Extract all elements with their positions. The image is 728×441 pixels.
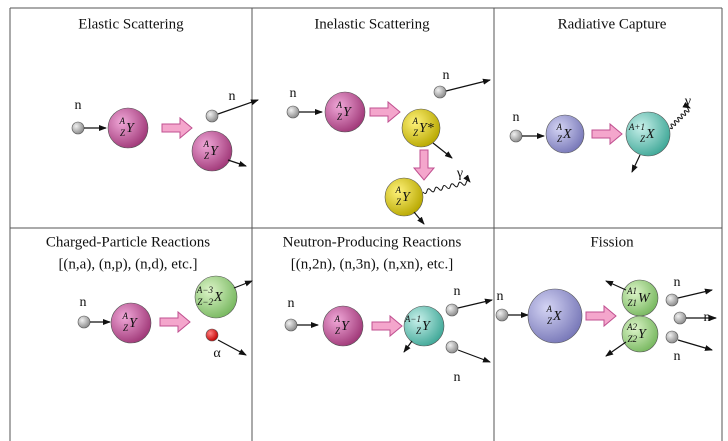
- particle: [446, 341, 458, 353]
- particle: [674, 312, 686, 324]
- element-symbol: X: [552, 309, 562, 324]
- reaction-arrow: [414, 150, 434, 180]
- label: n: [454, 370, 461, 385]
- particle: [285, 319, 297, 331]
- arrow: [414, 212, 424, 224]
- arrow: [632, 155, 640, 172]
- grid: [10, 8, 722, 441]
- particle: [206, 329, 218, 341]
- panel-title: Elastic Scattering: [78, 16, 184, 32]
- atomic-number: Z−2: [197, 297, 213, 307]
- mass-number: A: [546, 304, 553, 314]
- mass-number: A: [556, 122, 563, 132]
- arrow: [446, 80, 490, 91]
- mass-number: A: [122, 311, 129, 321]
- arrow: [606, 281, 626, 290]
- particle: [72, 122, 84, 134]
- label: n: [513, 110, 520, 125]
- reaction-arrow: [592, 124, 622, 144]
- arrow: [228, 160, 246, 166]
- label: n: [454, 284, 461, 299]
- arrow: [234, 281, 252, 288]
- particle: [78, 316, 90, 328]
- particle: [206, 110, 218, 122]
- panel-title: Fission: [590, 234, 634, 250]
- diagram: Elastic ScatteringnAZYnAZYInelastic Scat…: [0, 0, 728, 441]
- particle: [666, 331, 678, 343]
- mass-number: A1: [626, 286, 637, 296]
- arrow: [678, 340, 712, 350]
- label: n: [80, 295, 87, 310]
- panel-title: Inelastic Scattering: [314, 16, 430, 32]
- mass-number: A: [395, 185, 402, 195]
- gamma-ray: [423, 180, 470, 193]
- mass-number: A: [412, 116, 419, 126]
- particle: [434, 86, 446, 98]
- arrow: [433, 143, 452, 158]
- arrow: [218, 340, 246, 355]
- mass-number: A: [119, 116, 126, 126]
- mass-number: A: [336, 100, 343, 110]
- mass-number: A: [334, 314, 341, 324]
- gamma-label: γ: [456, 166, 463, 181]
- arrow: [458, 350, 490, 362]
- particle: [496, 309, 508, 321]
- label: n: [290, 86, 297, 101]
- element-symbol: X: [213, 290, 223, 305]
- mass-number: A: [203, 139, 210, 149]
- panel-title: Charged-Particle Reactions: [46, 234, 210, 250]
- particle: [666, 294, 678, 306]
- gamma-ray: [670, 107, 690, 128]
- element-symbol: W: [638, 291, 651, 306]
- panel-title: Radiative Capture: [558, 16, 667, 32]
- element-symbol: Y*: [419, 121, 434, 136]
- reaction-arrow: [372, 316, 402, 336]
- element-symbol: X: [562, 127, 572, 142]
- mass-number: A2: [626, 322, 637, 332]
- gamma-label: γ: [684, 94, 691, 109]
- element-symbol: X: [645, 127, 655, 142]
- reaction-arrow: [160, 312, 190, 332]
- mass-number: A+1: [628, 122, 645, 132]
- particle: [446, 304, 458, 316]
- mass-number: A−3: [196, 285, 214, 295]
- reaction-arrow: [370, 102, 400, 122]
- reaction-arrow: [586, 306, 616, 326]
- mass-number: A−1: [404, 314, 421, 324]
- label: n: [674, 349, 681, 364]
- atomic-number: Z1: [627, 298, 637, 308]
- reaction-arrow: [162, 118, 192, 138]
- arrow: [458, 300, 492, 308]
- arrow: [678, 290, 712, 298]
- arrow: [404, 341, 412, 352]
- panel-title: Neutron-Producing Reactions: [283, 234, 462, 250]
- label: n: [674, 275, 681, 290]
- label: n: [443, 68, 450, 83]
- arrow: [606, 342, 626, 356]
- atomic-number: Z2: [627, 334, 637, 344]
- label: n: [497, 289, 504, 304]
- particle: [287, 106, 299, 118]
- particle: [510, 130, 522, 142]
- label: n: [229, 89, 236, 104]
- alpha-label: α: [213, 346, 221, 361]
- panel-subtitle: [(n,a), (n,p), (n,d), etc.]: [58, 256, 197, 272]
- label: n: [75, 98, 82, 113]
- panel-subtitle: [(n,2n), (n,3n), (n,xn), etc.]: [291, 256, 453, 272]
- label: n: [288, 296, 295, 311]
